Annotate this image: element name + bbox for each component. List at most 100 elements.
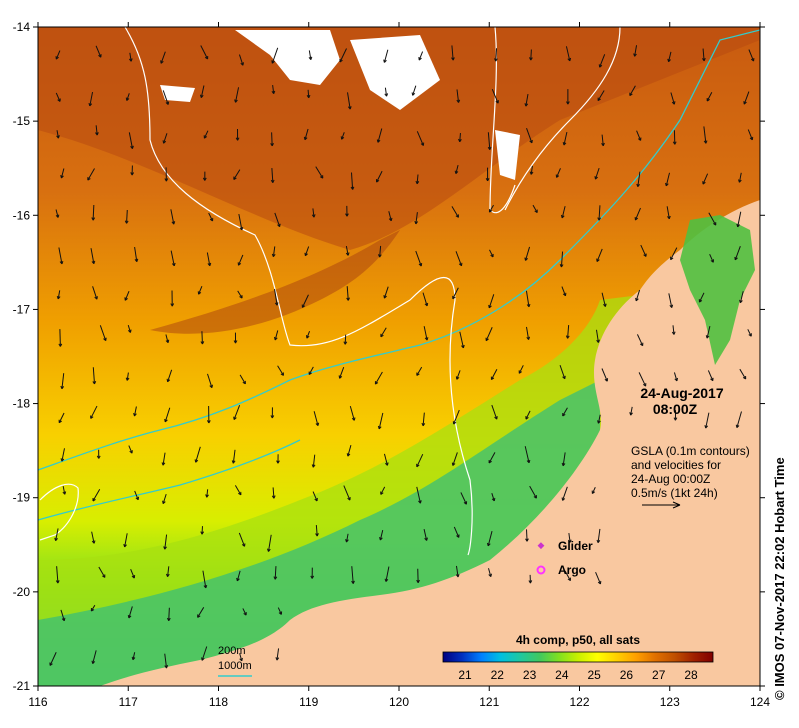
velocity-arrow	[130, 165, 135, 176]
velocity-arrow	[634, 207, 641, 221]
velocity-arrow	[206, 406, 211, 424]
warm-filament	[150, 230, 400, 334]
velocity-arrow	[233, 332, 238, 344]
velocity-arrow	[131, 652, 136, 661]
velocity-arrow	[273, 330, 279, 341]
velocity-arrow	[494, 48, 498, 62]
velocity-arrow	[90, 248, 96, 265]
velocity-arrow	[95, 45, 102, 58]
depth-key: 200m 1000m	[218, 645, 252, 677]
gsla-contour	[39, 483, 79, 541]
velocity-arrow	[134, 247, 139, 262]
colorbar-tick-label: 26	[620, 668, 634, 682]
lat-tick-label: -17	[13, 302, 31, 316]
velocity-arrow	[489, 249, 494, 258]
velocity-arrow	[242, 608, 247, 616]
velocity-arrow	[276, 454, 280, 464]
velocity-arrow	[271, 84, 276, 94]
velocity-arrow	[673, 372, 679, 382]
velocity-arrow	[236, 570, 241, 582]
velocity-arrow	[313, 411, 320, 427]
velocity-arrow	[491, 89, 499, 104]
longitude-axis: 116 117 118 119 120 121 122 123 124	[28, 22, 770, 709]
argo-label: Argo	[558, 563, 586, 577]
velocity-arrow	[415, 250, 423, 267]
velocity-arrow	[636, 334, 644, 347]
lon-tick-label: 117	[119, 695, 138, 709]
velocity-arrow	[197, 607, 205, 618]
velocity-arrow	[123, 533, 128, 548]
velocity-arrow	[561, 486, 568, 501]
velocity-arrow	[55, 209, 60, 218]
velocity-arrow	[416, 486, 422, 504]
velocity-arrow	[170, 250, 176, 267]
velocity-arrow	[56, 130, 60, 139]
velocity-arrow	[739, 291, 744, 304]
velocity-arrow	[670, 92, 676, 105]
velocity-arrow	[455, 251, 463, 267]
velocity-arrow	[666, 206, 671, 220]
velocity-arrow	[698, 292, 705, 303]
lon-tick-label: 120	[389, 695, 409, 709]
velocity-arrow	[460, 492, 468, 505]
legend: ◆ Glider Argo	[536, 539, 593, 577]
velocity-arrow	[597, 90, 605, 102]
velocity-arrow	[559, 251, 564, 268]
velocity-arrow	[528, 574, 533, 584]
velocity-arrow	[55, 566, 60, 584]
colorbar: 4h comp, p50, all sats 21 22 23 24 25 26 27 28	[442, 633, 714, 682]
velocity-arrow	[165, 566, 170, 577]
velocity-arrow	[170, 209, 176, 225]
velocity-arrow	[343, 334, 348, 345]
colorbar-tick-label: 22	[491, 668, 505, 682]
velocity-arrow	[747, 329, 752, 337]
velocity-arrow	[532, 204, 538, 213]
colorbar-bar	[442, 651, 714, 663]
lon-tick-label: 116	[28, 695, 47, 709]
velocity-arrow	[638, 372, 647, 387]
velocity-arrow	[239, 653, 243, 662]
velocity-arrow	[310, 567, 315, 579]
velocity-arrow	[375, 170, 383, 183]
velocity-arrow	[60, 168, 65, 179]
velocity-arrow	[308, 50, 313, 60]
velocity-arrow	[237, 290, 243, 299]
isobath-1000m	[38, 439, 301, 521]
velocity-arrow	[670, 247, 678, 261]
credit-text: © IMOS 07-Nov-2017 22:02 Hobart Time	[772, 457, 787, 700]
velocity-arrow	[379, 529, 384, 541]
velocity-arrow	[90, 405, 98, 419]
colorbar-tick-label: 28	[684, 668, 698, 682]
velocity-arrow	[459, 331, 465, 349]
velocity-arrow	[453, 526, 460, 538]
velocity-arrow	[529, 165, 534, 175]
velocity-arrow	[301, 294, 309, 308]
velocity-arrow	[339, 48, 347, 63]
velocity-arrow	[525, 290, 531, 308]
velocity-scale-arrow	[642, 501, 681, 509]
velocity-arrow	[87, 168, 95, 181]
velocity-arrow	[340, 132, 345, 140]
velocity-arrow	[311, 454, 316, 468]
velocity-arrow	[743, 91, 750, 105]
velocity-arrow	[62, 486, 67, 495]
velocity-arrow	[702, 48, 706, 62]
velocity-arrow	[202, 570, 208, 589]
velocity-arrow	[208, 212, 214, 222]
lat-tick-label: -15	[13, 114, 31, 128]
velocity-arrow	[55, 50, 61, 60]
depth-1000m-label: 1000m	[218, 660, 252, 672]
velocity-arrow	[133, 406, 137, 417]
lon-tick-label: 119	[299, 695, 318, 709]
velocity-arrow	[707, 370, 714, 382]
velocity-arrow	[345, 205, 349, 217]
velocity-arrow	[127, 606, 133, 619]
velocity-arrow	[384, 87, 389, 97]
velocity-arrow	[565, 46, 572, 62]
velocity-arrow	[555, 168, 561, 178]
velocity-arrow	[455, 565, 460, 578]
velocity-arrow	[205, 489, 209, 498]
velocity-arrow	[166, 369, 173, 383]
velocity-arrow	[95, 125, 99, 136]
velocity-arrow	[673, 410, 678, 421]
